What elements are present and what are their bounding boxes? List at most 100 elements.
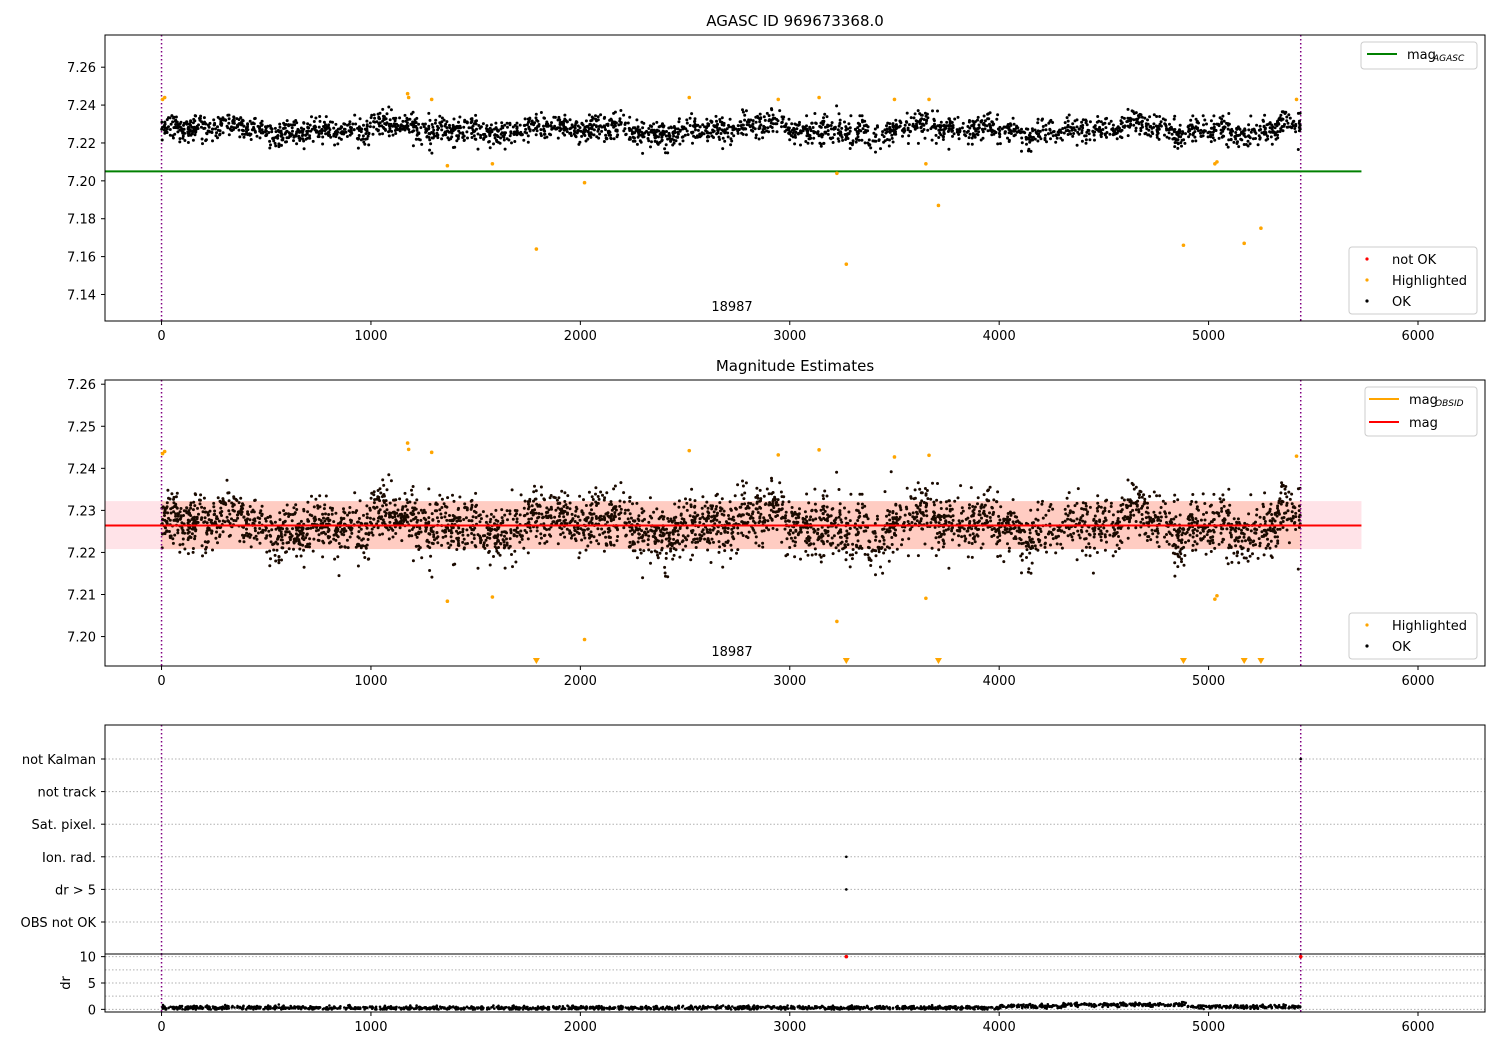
ok-point [534,133,538,137]
ok-point [639,551,643,555]
ok-point [1227,487,1231,491]
ok-point [743,502,747,506]
ok-point [1007,131,1011,135]
ok-point [172,115,176,119]
ok-point [278,122,282,126]
ok-point [1054,140,1058,144]
ok-point [391,133,395,137]
ok-point [1223,125,1227,129]
ok-point [1080,129,1084,132]
ok-point [792,129,796,132]
legend-dot-ok [1365,299,1369,303]
ok-point [1051,121,1055,124]
ok-point [744,133,748,137]
ok-point [732,134,736,138]
ok-point [784,510,788,514]
ok-point [216,136,219,140]
ok-point [479,136,483,140]
ok-point [1191,139,1195,143]
ok-point [1036,129,1040,133]
ok-point [503,513,507,517]
ok-point [770,126,774,129]
ok-point [530,119,534,123]
ok-point [253,130,257,134]
ok-point [193,133,197,137]
ok-point [260,123,264,127]
ok-point [253,529,257,533]
ok-point [663,147,667,151]
ok-point [968,503,971,507]
ok-point [605,137,609,141]
ok-point [633,136,636,140]
ok-point [356,564,360,568]
ok-point [825,115,829,119]
ok-point [435,124,439,128]
ok-point [718,545,722,549]
ok-point [790,122,794,126]
ok-point [594,492,597,496]
ok-point [970,124,974,128]
ok-point [342,122,346,126]
ok-point [476,566,480,570]
ok-point [1114,127,1118,131]
ok-point [761,541,765,545]
ok-point [809,136,813,140]
ok-point [640,507,644,511]
ok-point [586,137,590,141]
ok-point [353,491,357,495]
ok-point [522,138,526,142]
ok-point [695,514,699,518]
ok-point [1225,556,1229,560]
ok-point [754,535,758,539]
ok-point [721,147,725,151]
ok-point [648,124,652,128]
y-tick-label: 7.26 [67,61,96,76]
ok-point [503,123,507,127]
ok-point [451,146,455,149]
ok-point [311,139,315,143]
ok-point [571,125,575,129]
ok-point [371,132,375,136]
ok-point [718,501,722,505]
ok-point [405,498,409,502]
ok-point [981,528,985,532]
ok-point [1063,126,1067,130]
ok-point [474,119,478,123]
ok-point [811,126,815,129]
ok-point [1180,132,1184,136]
ok-point [650,128,654,132]
ok-point [1219,531,1223,535]
ok-point [419,518,423,522]
ok-point [894,118,898,122]
ok-point [1298,123,1302,127]
ok-point [916,109,920,113]
ok-point [438,114,442,118]
ok-point [440,128,444,132]
ok-point [181,136,185,140]
ok-point [445,518,449,522]
ok-point [664,143,668,147]
ok-point [318,119,322,123]
ok-point [295,554,299,558]
ok-point [412,517,416,521]
ok-point [857,138,861,142]
ok-point [1115,137,1119,141]
ok-point [427,127,431,131]
ok-point [729,557,733,560]
ok-point [888,546,891,550]
ok-point [1194,517,1198,521]
ok-point [1297,509,1301,513]
ok-point [1092,133,1096,137]
ok-point [1165,135,1169,139]
ok-point [381,504,385,508]
ok-point [198,502,202,506]
ok-point [489,512,493,516]
ok-point [723,549,727,553]
ok-point [278,518,282,522]
ok-point [1043,136,1047,140]
ok-point [1256,556,1260,560]
ok-point [702,532,706,536]
ok-point [762,115,766,119]
ok-point [986,489,990,493]
